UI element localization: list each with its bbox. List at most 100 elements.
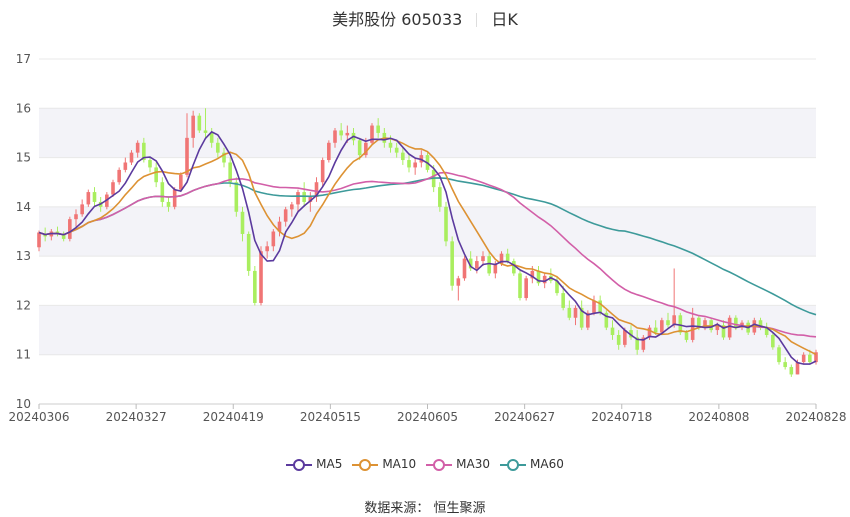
- candle: [567, 300, 572, 321]
- candle: [86, 189, 91, 207]
- plot-bands: [39, 108, 816, 355]
- y-tick-label: 15: [16, 151, 31, 165]
- candle: [783, 357, 787, 370]
- legend-item-ma5[interactable]: MA5: [286, 457, 342, 472]
- candle-body: [376, 125, 380, 133]
- legend-marker: [426, 458, 453, 471]
- candle-body: [524, 278, 528, 299]
- candle: [327, 140, 331, 163]
- candle: [154, 162, 158, 188]
- chart-title: 美邦股份 605033 日K: [0, 6, 850, 30]
- candle: [357, 137, 362, 161]
- x-tick-label: 20240627: [494, 410, 555, 424]
- candle-body: [444, 206, 448, 242]
- candle-body: [795, 362, 800, 375]
- candle-body: [690, 317, 695, 340]
- candle: [283, 206, 288, 227]
- candle-body: [715, 325, 720, 331]
- legend-item-ma10[interactable]: MA10: [352, 457, 416, 472]
- candle: [333, 128, 337, 148]
- candle-body: [579, 307, 584, 328]
- candle-body: [203, 130, 208, 133]
- candle: [468, 251, 473, 271]
- candle-body: [555, 280, 559, 294]
- x-tick-label: 20240808: [688, 410, 749, 424]
- candle-body: [604, 312, 609, 328]
- candle: [117, 167, 121, 185]
- y-tick-label: 11: [16, 348, 31, 362]
- x-tick-label: 20240327: [106, 410, 167, 424]
- candle: [660, 317, 664, 335]
- candle: [672, 268, 676, 328]
- candle: [246, 231, 251, 276]
- candle: [265, 241, 269, 259]
- candle: [166, 197, 171, 212]
- legend-item-ma60[interactable]: MA60: [500, 457, 564, 472]
- y-tick-label: 17: [16, 52, 31, 66]
- candle-body: [567, 307, 572, 318]
- candle-body: [117, 169, 121, 183]
- candle: [721, 320, 726, 340]
- candle: [462, 256, 467, 281]
- candle: [801, 352, 806, 365]
- y-tick-label: 10: [16, 397, 31, 411]
- y-tick-label: 12: [16, 298, 31, 312]
- candle: [92, 187, 97, 207]
- candle-body: [709, 320, 713, 331]
- legend-marker: [286, 458, 313, 471]
- legend: MA5 MA10 MA30 MA60: [0, 457, 850, 472]
- legend-label: MA60: [530, 457, 564, 472]
- legend-label: MA30: [456, 457, 491, 472]
- candle-body: [253, 270, 257, 303]
- candle: [160, 177, 165, 207]
- candle: [456, 275, 461, 301]
- candle: [179, 172, 183, 193]
- candle: [74, 209, 78, 227]
- candle-body: [789, 367, 794, 375]
- candle: [148, 157, 152, 173]
- candle: [444, 201, 448, 247]
- candle-body: [610, 327, 615, 335]
- candle-body: [783, 362, 787, 368]
- candle-body: [777, 347, 781, 363]
- x-tick-label: 20240306: [8, 410, 69, 424]
- candle: [191, 110, 195, 148]
- candle: [111, 179, 115, 197]
- candle-body: [197, 115, 202, 131]
- candle-body: [721, 325, 726, 338]
- candle-body: [703, 320, 707, 328]
- candle-body: [283, 209, 288, 222]
- candle-body: [616, 335, 621, 345]
- candle: [290, 201, 294, 217]
- line-ma5: [38, 130, 817, 365]
- candle-body: [142, 142, 146, 161]
- candle-body: [61, 233, 66, 239]
- candle: [758, 317, 763, 331]
- candle: [635, 330, 639, 355]
- candle: [123, 157, 128, 173]
- candle-body: [727, 317, 732, 338]
- y-tick-label: 14: [16, 200, 31, 214]
- candle-body: [487, 256, 491, 274]
- candle-body: [228, 162, 232, 183]
- legend-item-ma30[interactable]: MA30: [426, 457, 490, 472]
- candle-body: [462, 258, 467, 279]
- candle-body: [80, 204, 84, 215]
- candle-body: [468, 258, 473, 269]
- candle-body: [339, 130, 343, 136]
- candle-body: [259, 251, 263, 303]
- candle: [616, 330, 621, 350]
- candle-body: [179, 174, 183, 190]
- candle-body: [623, 330, 627, 345]
- candle: [808, 349, 812, 365]
- legend-marker: [500, 458, 527, 471]
- candle-body: [493, 263, 498, 274]
- candle: [481, 251, 485, 266]
- candle-body: [216, 142, 220, 153]
- candle: [764, 322, 769, 338]
- candle: [438, 182, 442, 212]
- candle: [524, 275, 528, 301]
- plot-band: [39, 305, 816, 355]
- candle-body: [666, 320, 670, 326]
- candle-body: [814, 352, 818, 363]
